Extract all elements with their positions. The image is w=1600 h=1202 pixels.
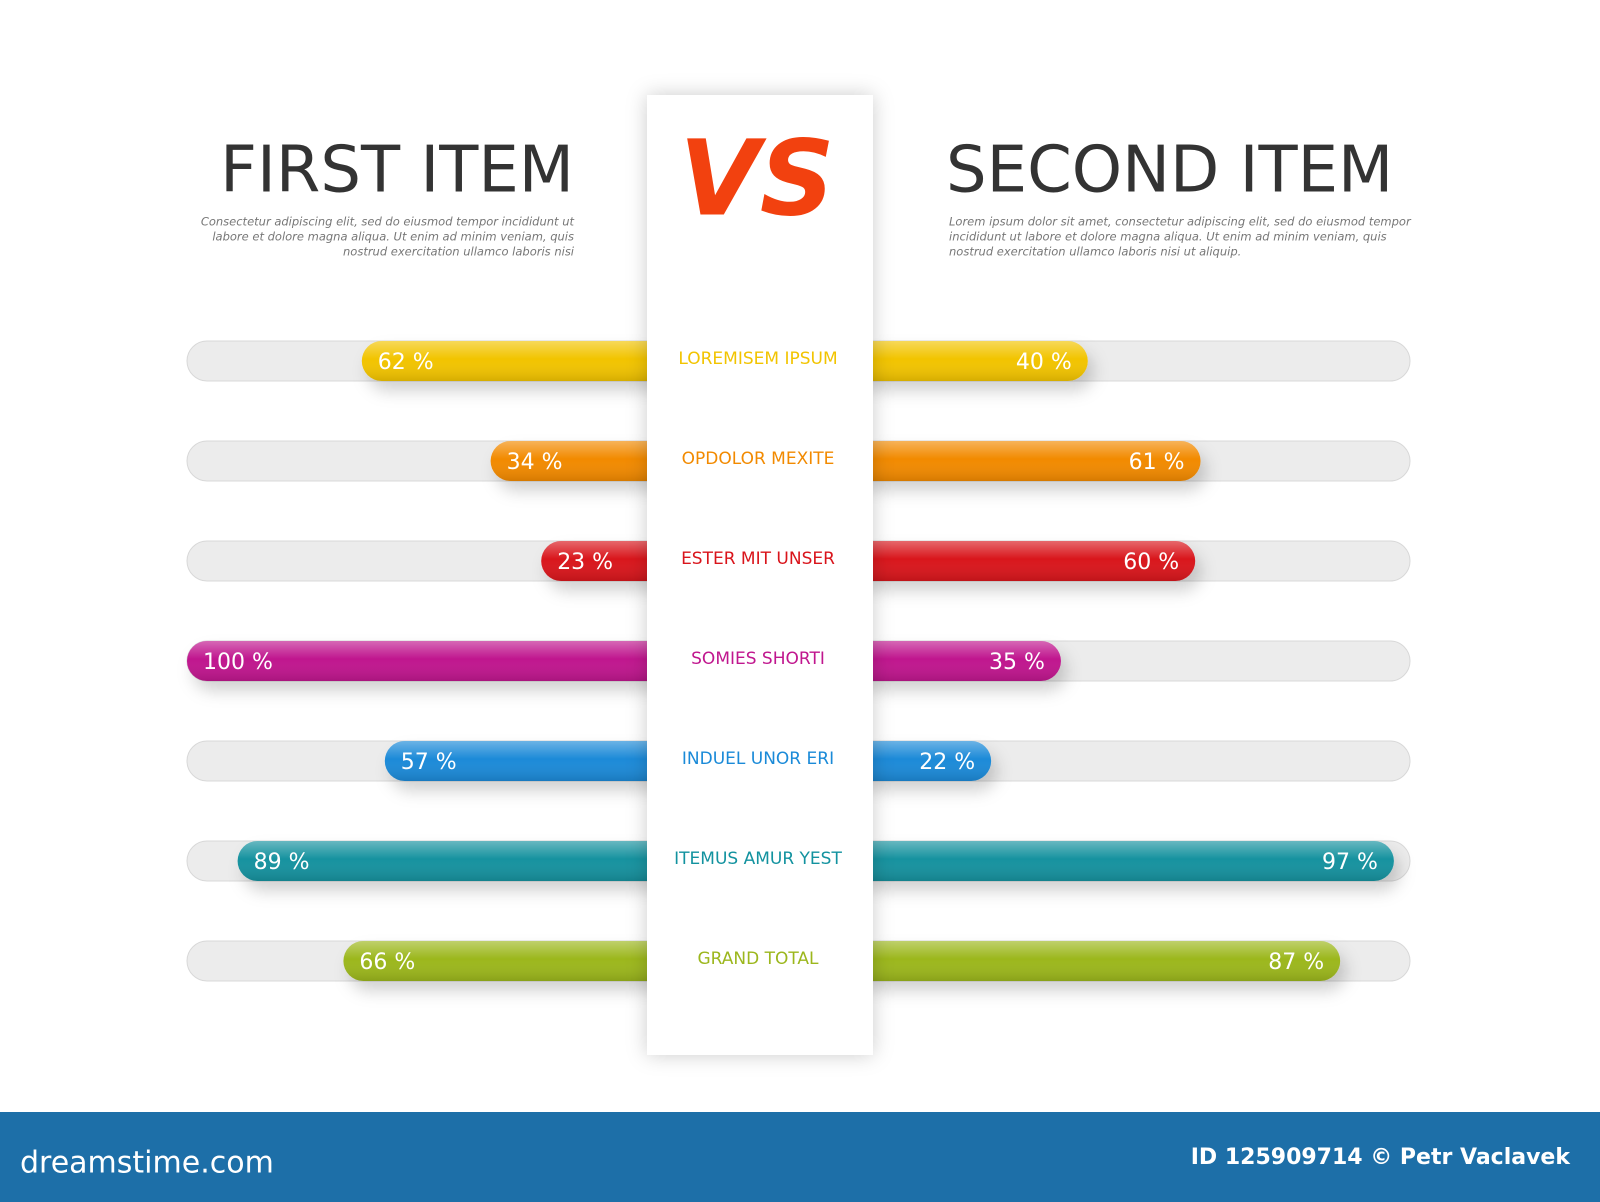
value-label: 61 % [1129, 450, 1185, 475]
value-label: 60 % [1123, 550, 1179, 575]
category-label: GRAND TOTAL [697, 949, 819, 969]
bar-gloss [361, 341, 667, 381]
series-description: labore et dolore magna aliqua. Ut enim a… [212, 230, 574, 244]
bar-gloss [187, 641, 667, 681]
value-label: 87 % [1268, 950, 1324, 975]
category-label: ITEMUS AMUR YEST [674, 849, 842, 869]
bar-gloss [853, 741, 992, 781]
value-label: 34 % [507, 450, 563, 475]
series-description: nostrud exercitation ullamco laboris nis… [949, 245, 1241, 259]
vs-label: VS [679, 117, 834, 239]
bar-gloss [343, 941, 667, 981]
footer-credit: ID 125909714 © Petr Vaclavek [1191, 1145, 1572, 1170]
series-description: incididunt ut labore et dolore magna ali… [949, 230, 1387, 244]
bar-gloss [853, 841, 1394, 881]
category-label: OPDOLOR MEXITE [682, 449, 835, 469]
category-label: INDUEL UNOR ERI [682, 749, 834, 769]
value-label: 97 % [1322, 850, 1378, 875]
footer-site: dreamstime.com [20, 1146, 274, 1181]
bar-gloss [237, 841, 667, 881]
center-column [647, 95, 873, 1055]
category-label: ESTER MIT UNSER [681, 549, 835, 569]
category-label: LOREMISEM IPSUM [678, 349, 837, 369]
footer-band [0, 1112, 1600, 1202]
value-label: 22 % [919, 750, 975, 775]
series-description: Lorem ipsum dolor sit amet, consectetur … [949, 215, 1412, 229]
value-label: 66 % [359, 950, 415, 975]
series-title: SECOND ITEM [946, 134, 1393, 208]
bar-gloss [853, 441, 1201, 481]
value-label: 100 % [203, 650, 273, 675]
value-label: 40 % [1016, 350, 1072, 375]
bar-gloss [853, 941, 1341, 981]
value-label: 62 % [378, 350, 434, 375]
series-description: nostrud exercitation ullamco laboris nis… [343, 245, 575, 259]
category-label: SOMIES SHORTI [691, 649, 825, 669]
bar-gloss [384, 741, 667, 781]
bar-gloss [853, 341, 1088, 381]
value-label: 89 % [254, 850, 310, 875]
series-title: FIRST ITEM [220, 134, 574, 208]
value-label: 35 % [989, 650, 1045, 675]
value-label: 23 % [557, 550, 613, 575]
bar-gloss [853, 541, 1196, 581]
bar-gloss [853, 641, 1061, 681]
bar-gloss [490, 441, 667, 481]
bar-gloss [541, 541, 667, 581]
value-label: 57 % [401, 750, 457, 775]
series-description: Consectetur adipiscing elit, sed do eius… [201, 215, 575, 229]
